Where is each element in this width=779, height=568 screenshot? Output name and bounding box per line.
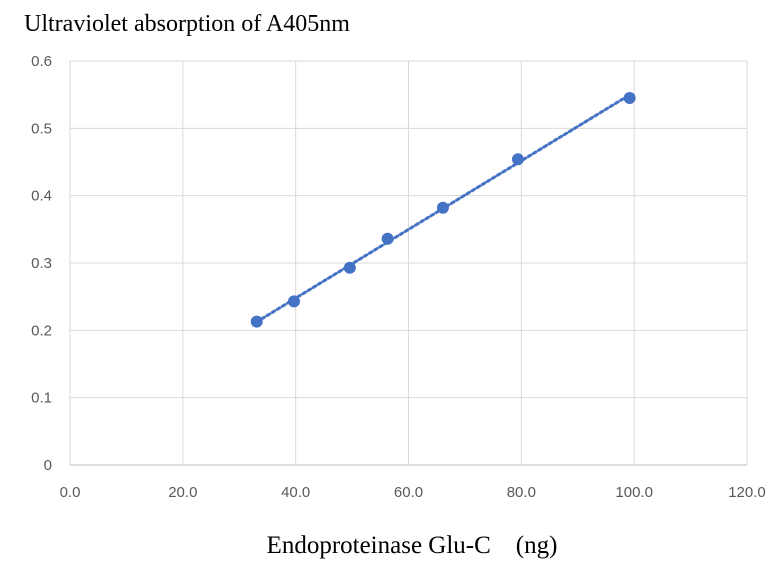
data-point (436, 201, 449, 214)
data-point (381, 232, 394, 245)
x-tick-label: 20.0 (168, 484, 197, 501)
y-tick-label: 0.2 (31, 322, 52, 339)
y-tick-label: 0.5 (31, 120, 52, 137)
y-tick-label: 0.6 (31, 53, 52, 70)
y-tick-label: 0 (44, 457, 52, 474)
y-tick-label: 0.3 (31, 255, 52, 272)
chart-title: Ultraviolet absorption of A405nm (24, 11, 350, 37)
data-points (250, 92, 636, 328)
y-tick-labels: 0 0.1 0.2 0.3 0.4 0.5 0.6 (31, 53, 52, 474)
y-tick-label: 0.1 (31, 390, 52, 407)
data-point (511, 153, 524, 166)
x-tick-label: 0.0 (60, 484, 81, 501)
x-axis-label: Endoproteinase Glu-C (ng) (267, 532, 558, 559)
x-tick-labels: 0.0 20.0 40.0 60.0 80.0 100.0 120.0 (60, 484, 766, 501)
data-point (287, 295, 300, 308)
x-tick-label: 60.0 (394, 484, 423, 501)
data-point (623, 92, 636, 105)
data-point (250, 315, 263, 328)
x-tick-label: 120.0 (728, 484, 766, 501)
x-tick-label: 40.0 (281, 484, 310, 501)
data-point (343, 261, 356, 274)
x-tick-label: 100.0 (615, 484, 653, 501)
y-gridlines (70, 60, 747, 466)
x-tick-label: 80.0 (507, 484, 536, 501)
y-tick-label: 0.4 (31, 188, 52, 205)
